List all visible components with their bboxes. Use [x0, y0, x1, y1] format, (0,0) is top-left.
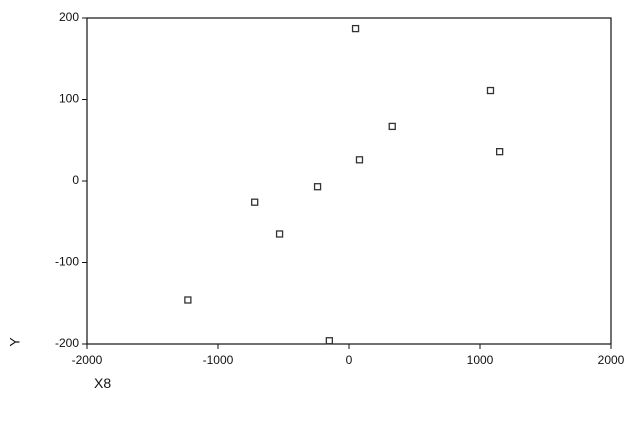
x-tick-label: 2000: [598, 353, 625, 367]
y-tick-label: 200: [59, 10, 79, 24]
point: [184, 296, 192, 304]
point: [275, 230, 284, 238]
x-axis-label: X8: [94, 375, 111, 391]
point: [251, 198, 259, 206]
point: [325, 337, 334, 345]
y-tick-label: -100: [55, 255, 79, 269]
x-tick-label: -1000: [203, 353, 234, 367]
x-tick-label: 0: [346, 353, 353, 367]
point: [313, 183, 322, 191]
point: [495, 148, 504, 156]
x-tick-label: -2000: [72, 353, 103, 367]
point: [355, 156, 364, 164]
y-tick-label: 100: [59, 92, 79, 106]
x-tick-label: 1000: [467, 353, 494, 367]
y-tick-label: 0: [72, 173, 79, 187]
point: [486, 86, 495, 95]
point: [388, 122, 396, 131]
plot-frame: [86, 17, 612, 345]
y-axis-label: Y: [7, 337, 23, 347]
y-tick-label: -200: [55, 336, 79, 350]
point: [351, 24, 360, 33]
